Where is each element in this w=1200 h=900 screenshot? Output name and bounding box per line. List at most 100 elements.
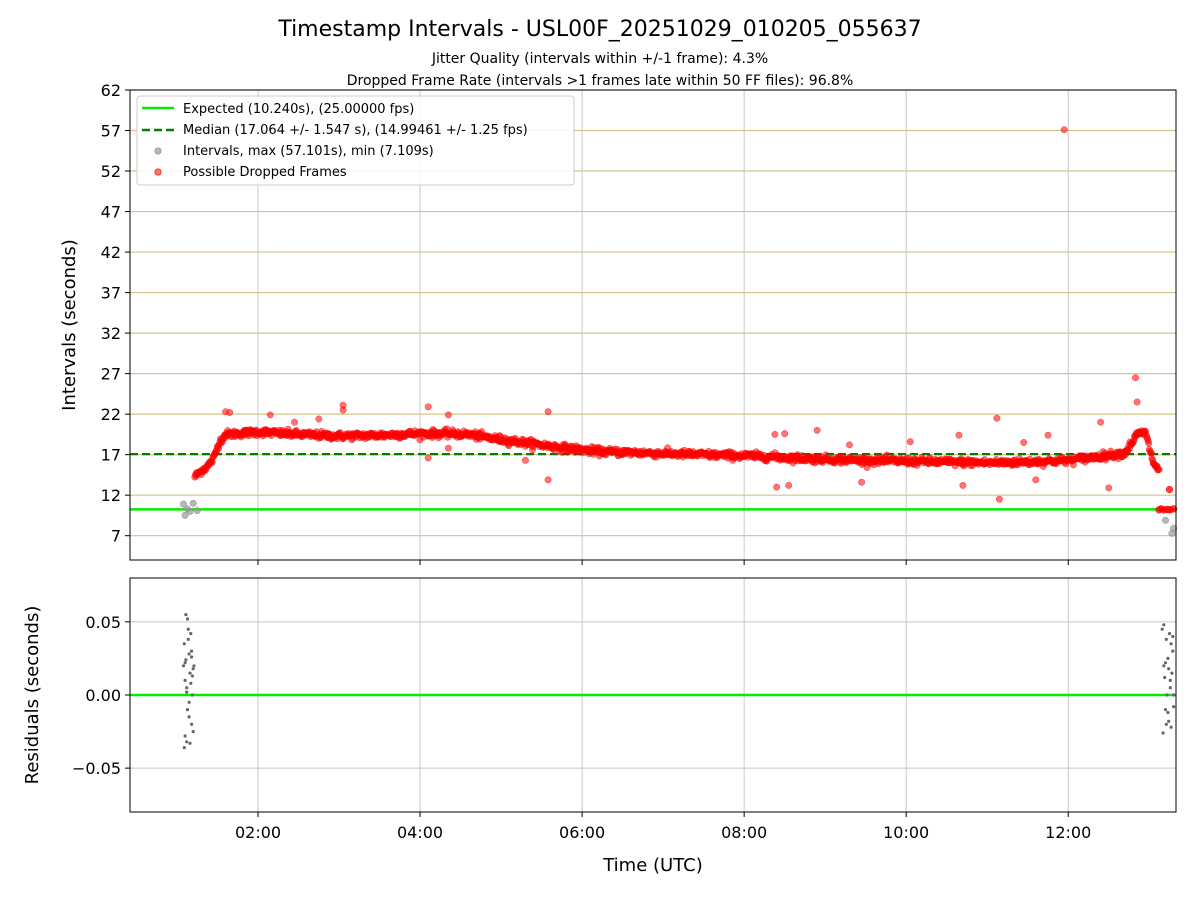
- residual-point: [1172, 693, 1176, 697]
- dropped-frame-outlier-point: [544, 476, 552, 484]
- interval-point: [186, 507, 194, 515]
- residual-point: [186, 637, 190, 642]
- dropped-frame-outlier-point: [1105, 484, 1113, 492]
- x-tick-label: 10:00: [883, 823, 929, 842]
- dropped-frame-outlier-point: [266, 411, 274, 419]
- intervals-points: [180, 126, 1178, 537]
- x-tick-label: 12:00: [1045, 823, 1091, 842]
- interval-point: [1162, 516, 1169, 524]
- chart-title: Timestamp Intervals - USL00F_20251029_01…: [277, 17, 921, 42]
- legend-dropped-swatch: [154, 168, 162, 176]
- legend-expected-label: Expected (10.240s), (25.00000 fps): [183, 102, 414, 117]
- residual-point: [191, 667, 195, 671]
- dropped-frame-outlier-point: [544, 408, 552, 416]
- dropped-frame-outlier-point: [781, 430, 789, 438]
- residual-point: [184, 613, 188, 617]
- residual-point: [190, 722, 194, 726]
- legend: Expected (10.240s), (25.00000 fps) Media…: [136, 95, 575, 186]
- interval-point: [189, 499, 197, 507]
- dropped-frame-outlier-point: [773, 483, 781, 491]
- dropped-frame-outlier-point: [424, 454, 432, 462]
- intervals-y-tick-label: 42: [101, 243, 121, 262]
- x-tick-label: 08:00: [721, 823, 767, 842]
- residual-point: [190, 655, 194, 659]
- residual-point: [1161, 731, 1165, 735]
- residual-point: [186, 627, 190, 631]
- residual-point: [185, 740, 189, 744]
- residual-point: [190, 674, 194, 678]
- residuals-x-ticks: 02:00 04:00 06:00 08:00 10:00 12:00: [235, 812, 1091, 842]
- residual-point: [1169, 642, 1173, 646]
- residual-point: [1166, 656, 1170, 661]
- residual-point: [1171, 634, 1175, 639]
- dropped-frame-outlier-point: [813, 426, 821, 434]
- dropped-frame-outlier-point: [444, 411, 452, 419]
- x-axis-label: Time (UTC): [602, 855, 703, 876]
- dropped-frame-outlier-point: [785, 481, 793, 489]
- intervals-plot-frame: [129, 89, 1177, 561]
- dropped-frame-outlier-point: [1133, 398, 1141, 406]
- residual-point: [187, 652, 191, 656]
- residual-point: [1172, 705, 1176, 709]
- dropped-frame-outlier-point: [1097, 418, 1105, 426]
- residual-point: [1164, 722, 1168, 726]
- dropped-frame-point: [1165, 485, 1174, 494]
- interval-point: [1170, 524, 1178, 532]
- intervals-y-axis-label: Intervals (seconds): [59, 239, 80, 411]
- residual-point: [1166, 710, 1170, 715]
- interval-point: [193, 507, 201, 515]
- dropped-frame-outlier-point: [1044, 431, 1052, 439]
- residual-point: [185, 690, 189, 694]
- residual-point: [185, 617, 190, 621]
- interval-point: [180, 500, 187, 508]
- residuals-y-tick-label: 0.05: [85, 613, 121, 632]
- residual-point: [182, 746, 186, 750]
- residual-point: [1163, 708, 1168, 712]
- intervals-y-tick-label: 37: [101, 284, 121, 303]
- residual-point: [1171, 649, 1175, 653]
- dropped-frame-outlier-point: [339, 401, 347, 409]
- residual-point: [181, 664, 186, 668]
- legend-dropped-label: Possible Dropped Frames: [183, 165, 347, 180]
- intervals-plot-panel: 7 12 17 22 27 32 37 42 47 52 57 62 Intervals (secon…: [59, 81, 1178, 565]
- dropped-frame-outlier-point: [424, 403, 432, 411]
- x-tick-label: 04:00: [397, 823, 443, 842]
- residual-point: [1168, 678, 1172, 683]
- residual-point: [187, 700, 191, 704]
- legend-box: [136, 95, 575, 186]
- intervals-y-tick-label: 7: [111, 527, 121, 546]
- intervals-y-tick-label: 57: [101, 122, 121, 141]
- intervals-y-tick-label: 27: [101, 365, 121, 384]
- chart-subtitle-jitter: Jitter Quality (intervals within +/-1 fr…: [431, 51, 768, 67]
- dropped-frame-outlier-point: [521, 456, 529, 464]
- dropped-frame-outlier-point: [906, 438, 914, 446]
- interval-point: [181, 511, 189, 519]
- residuals-plot-panel: 0.05 0.00 −0.05 02:00 04:00 06:00 08:00 10:00 1…: [22, 577, 1177, 876]
- residual-point: [184, 658, 188, 662]
- residual-point: [190, 693, 194, 697]
- residual-point: [1164, 637, 1168, 642]
- residual-point: [1168, 686, 1172, 690]
- chart-subtitle-dropped: Dropped Frame Rate (intervals >1 frames …: [347, 73, 854, 89]
- residual-point: [189, 632, 193, 636]
- residual-point: [1167, 632, 1172, 636]
- dropped-frame-point: [1145, 439, 1153, 447]
- residual-point: [1167, 719, 1171, 723]
- intervals-y-tick-label: 32: [101, 324, 121, 343]
- residual-point: [188, 671, 192, 675]
- intervals-y-tick-label: 22: [101, 405, 121, 424]
- intervals-y-tick-label: 12: [101, 486, 121, 505]
- residual-point: [1167, 667, 1171, 671]
- dropped-frame-outlier-point: [291, 418, 298, 426]
- dropped-frame-outlier-point: [1020, 439, 1028, 446]
- legend-median-label: Median (17.064 +/- 1.547 s), (14.99461 +…: [183, 123, 528, 138]
- intervals-y-tick-label: 62: [101, 81, 121, 100]
- residual-point: [1165, 693, 1169, 697]
- intervals-y-ticks: 7 12 17 22 27 32 37 42 47 52 57 62: [101, 81, 130, 546]
- dropped-frame-outlier-point: [955, 431, 963, 439]
- dropped-frame-outlier-point: [1132, 374, 1139, 382]
- residual-point: [1162, 623, 1166, 627]
- residual-point: [188, 741, 192, 745]
- residual-point: [1163, 661, 1168, 665]
- residual-point: [191, 730, 195, 734]
